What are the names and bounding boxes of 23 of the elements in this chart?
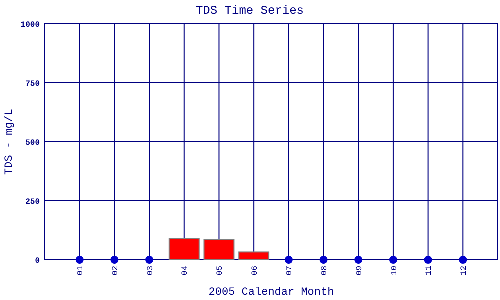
x-tick-label: 10 — [390, 266, 400, 276]
x-tick-label: 04 — [181, 266, 190, 276]
x-axis-title: 2005 Calendar Month — [208, 287, 334, 299]
x-tick-label: 01 — [76, 266, 86, 276]
x-tick-label: 02 — [111, 266, 120, 276]
x-tick-label: 07 — [286, 266, 295, 276]
y-axis-title: TDS - mg/L — [4, 108, 16, 176]
y-tick-label: 500 — [26, 138, 40, 148]
y-tick-label: 750 — [26, 80, 40, 89]
x-tick-label: 11 — [425, 266, 434, 276]
bar — [238, 252, 270, 260]
x-tick-label: 03 — [146, 266, 156, 276]
chart-title: TDS Time Series — [196, 4, 304, 18]
bar — [204, 239, 235, 260]
y-tick-label: 1000 — [20, 20, 40, 30]
y-tick-label: 0 — [35, 256, 40, 266]
bar — [168, 238, 200, 260]
y-tick-label: 250 — [26, 198, 40, 207]
x-tick-label: 08 — [320, 266, 330, 276]
x-tick-label: 12 — [460, 266, 469, 276]
x-tick-label: 06 — [250, 266, 260, 276]
x-tick-label: 05 — [216, 266, 226, 276]
x-tick-label: 09 — [355, 266, 364, 276]
